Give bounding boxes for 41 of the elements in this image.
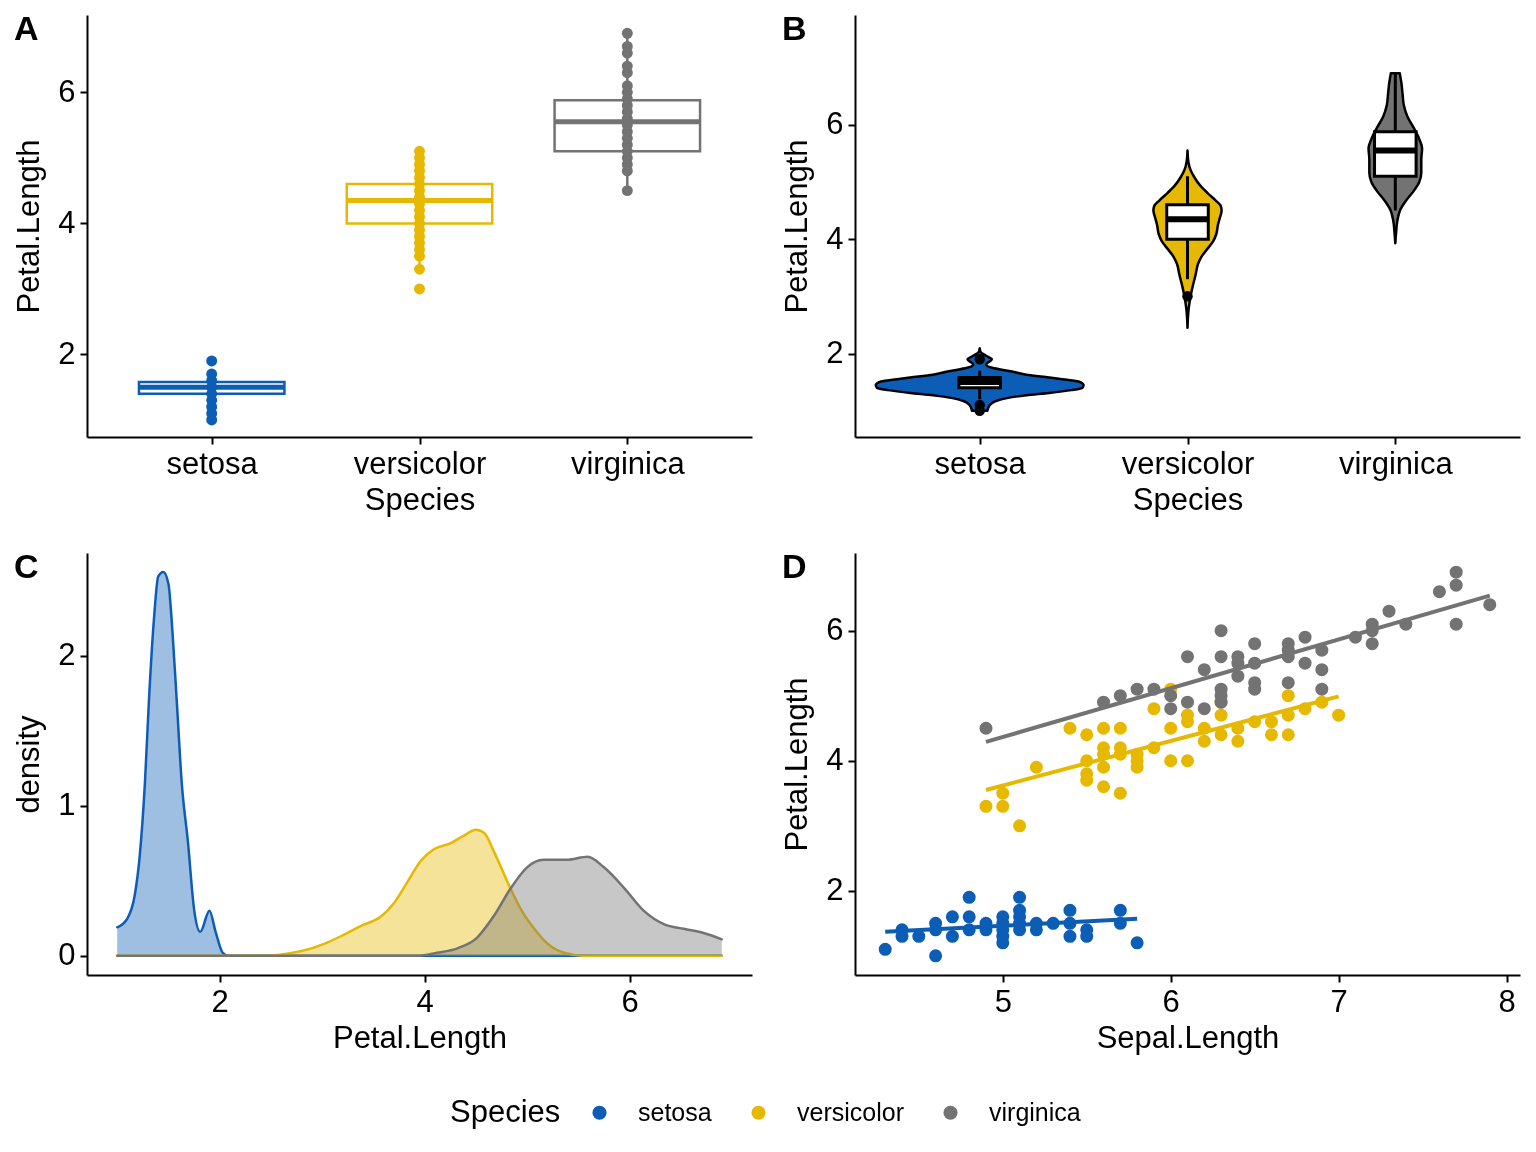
y-tick-label: 2 <box>58 335 76 371</box>
legend-label: versicolor <box>797 1097 904 1126</box>
legend-title: Species <box>450 1094 561 1129</box>
x-tick-label: 6 <box>621 983 639 1019</box>
x-tick-label: versicolor <box>1121 445 1255 481</box>
chart-title: D <box>782 547 807 585</box>
x-tick-label: 4 <box>416 983 434 1019</box>
x-axis-title: Petal.Length <box>332 1019 508 1055</box>
y-tick-label: 6 <box>58 73 76 109</box>
x-tick-label: 7 <box>1330 983 1348 1019</box>
y-tick-label: 4 <box>826 220 844 256</box>
chart-title: A <box>14 9 39 47</box>
y-tick-label: 4 <box>826 742 844 778</box>
x-axis-title: Species <box>1132 481 1244 517</box>
x-tick-label: 2 <box>211 983 229 1019</box>
y-axis-title: Petal.Length <box>779 677 815 852</box>
y-tick-label: 2 <box>826 335 844 371</box>
x-axis-title: Sepal.Length <box>1096 1019 1280 1055</box>
x-tick-label: virginica <box>570 445 686 481</box>
y-tick-label: 2 <box>58 637 76 673</box>
y-tick-label: 6 <box>826 106 844 142</box>
y-tick-label: 6 <box>826 612 844 648</box>
x-tick-label: 5 <box>994 983 1012 1019</box>
y-axis-title: density <box>11 714 47 814</box>
y-tick-label: 4 <box>58 204 76 240</box>
chart-title: C <box>14 547 39 585</box>
chart-title: B <box>782 9 807 47</box>
y-tick-label: 2 <box>826 872 844 908</box>
legend-label: virginica <box>989 1097 1081 1126</box>
y-axis-title: Petal.Length <box>11 139 47 314</box>
x-tick-label: setosa <box>934 445 1027 481</box>
y-axis-title: Petal.Length <box>779 139 815 314</box>
x-tick-label: virginica <box>1338 445 1454 481</box>
x-axis-title: Species <box>364 481 476 517</box>
x-tick-label: setosa <box>166 445 259 481</box>
legend-label: setosa <box>638 1097 712 1126</box>
y-tick-label: 0 <box>58 937 76 973</box>
y-tick-label: 1 <box>58 787 76 823</box>
x-tick-label: versicolor <box>353 445 487 481</box>
x-tick-label: 8 <box>1498 983 1516 1019</box>
x-tick-label: 6 <box>1162 983 1180 1019</box>
